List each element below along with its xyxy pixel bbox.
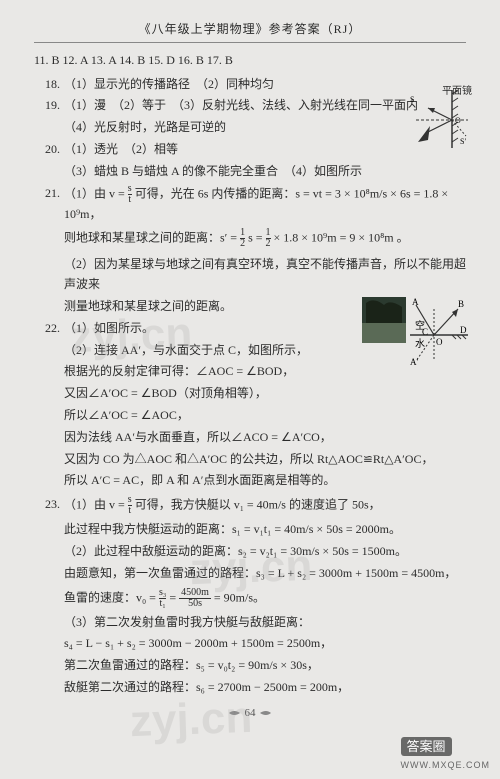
q23-l2: 此过程中我方快艇运动的距离：s₁ = v₁t₁ = 40m/s × 50s = … (34, 520, 466, 540)
q22-num: 22. (34, 319, 64, 339)
q23-l8: 第二次鱼雷通过的路程：s₅ = v₀t₂ = 90m/s × 30s， (34, 656, 466, 676)
q23: 23. （1）由 v = st 可得，我方快艇以 v₁ = 40m/s 的速度追… (34, 495, 466, 516)
q22-l6: 因为法线 AA′与水面垂直，所以∠ACO = ∠A′CO， (34, 428, 466, 448)
page-number: 64 (34, 704, 466, 722)
q20-l2: （3）蜡烛 B 与蜡烛 A 的像不能完全重合 （4）如图所示 (34, 162, 466, 182)
q18-num: 18. (34, 75, 64, 95)
site-url: WWW.MXQE.COM (401, 758, 491, 773)
q19: 19. （1）漫 （2）等于 （3）反射光线、法线、入射光线在同一平面内 (34, 96, 466, 116)
q23-l5: 鱼雷的速度：v₀ = s₃t₁ = 4500m50s = 90m/s。 (34, 588, 466, 609)
svg-text:A′: A′ (410, 357, 418, 367)
q19-l2: （4）光反射时，光路是可逆的 (34, 118, 466, 138)
q23-l6: （3）第二次发射鱼雷时我方快艇与敌艇距离： (34, 613, 466, 633)
q21: 21. （1）由 v = st 可得，光在 6s 内传播的距离：s = vt =… (34, 184, 466, 225)
page: 《八年级上学期物理》参考答案（RJ） 11. B 12. A 13. A 14.… (0, 0, 500, 779)
q22-l4: 又因∠A′OC = ∠BOD（对顶角相等）， (34, 384, 466, 404)
svg-text:S: S (410, 95, 414, 104)
leaf-right-icon (258, 709, 272, 717)
svg-text:水: 水 (415, 338, 425, 350)
mirror-label: 平面镜 (442, 84, 472, 101)
mc-answers: 11. B 12. A 13. A 14. B 15. D 16. B 17. … (34, 51, 466, 71)
svg-text:O: O (455, 116, 461, 125)
site-badge: 答案圈 WWW.MXQE.COM (401, 736, 491, 773)
q22-l8: 所以 A′C = AC，即 A 和 A′点到水面距离是相等的。 (34, 471, 466, 491)
svg-text:A: A (412, 297, 419, 307)
page-title: 《八年级上学期物理》参考答案（RJ） (34, 20, 466, 40)
q21-l3: （2）因为某星球与地球之间有真空环境，真空不能传播声音，所以不能用超声波来 (34, 255, 466, 295)
q22-l5: 所以∠A′OC = ∠AOC， (34, 406, 466, 426)
q23-l9: 敌艇第二次通过的路程：s₆ = 2700m − 2500m = 200m， (34, 678, 466, 698)
q21-l1: （1）由 v = st 可得，光在 6s 内传播的距离：s = vt = 3 ×… (64, 184, 466, 225)
q22-l7: 又因为 CO 为△AOC 和△A′OC 的公共边，所以 Rt△AOC≌Rt△A′… (34, 450, 466, 470)
q18-content: （1）显示光的传播路径 （2）同种均匀 (64, 75, 466, 95)
q20-l1: （1）透光 （2）相等 (64, 140, 466, 160)
q21-num: 21. (34, 184, 64, 204)
reflection-diagram-icon: A B C O D A′ 空 水 (360, 295, 470, 369)
q22-figure: A B C O D A′ 空 水 (360, 295, 470, 376)
q23-l7: s₄ = L − s₁ + s₂ = 3000m − 2000m + 1500m… (34, 634, 466, 654)
q23-l4: 由题意知，第一次鱼雷通过的路程：s₃ = L + s₂ = 3000m + 15… (34, 564, 466, 584)
divider (34, 42, 466, 43)
q23-l1: （1）由 v = st 可得，我方快艇以 v₁ = 40m/s 的速度追了 50… (64, 495, 466, 516)
site-name: 答案圈 (401, 737, 452, 756)
q23-num: 23. (34, 495, 64, 515)
q19-l1: （1）漫 （2）等于 （3）反射光线、法线、入射光线在同一平面内 (64, 96, 466, 116)
svg-text:O: O (436, 337, 443, 347)
q20-num: 20. (34, 140, 64, 160)
q20: 20. （1）透光 （2）相等 (34, 140, 466, 160)
leaf-left-icon (228, 709, 242, 717)
q21-l1a: （1）由 v = (64, 186, 128, 200)
q18: 18. （1）显示光的传播路径 （2）同种均匀 (34, 75, 466, 95)
svg-text:S′: S′ (460, 137, 466, 146)
q19-num: 19. (34, 96, 64, 116)
svg-text:D: D (460, 325, 467, 335)
q19-figure: S O S′ 平面镜 (408, 86, 470, 157)
svg-text:空: 空 (415, 319, 425, 332)
svg-text:B: B (458, 299, 464, 309)
q21-l2: 则地球和某星球之间的距离：s′ = 12 s = 12 × 1.8 × 10⁹m… (34, 228, 466, 249)
q23-l3: （2）此过程中敌艇运动的距离：s₂ = v₂t₁ = 30m/s × 50s =… (34, 542, 466, 562)
